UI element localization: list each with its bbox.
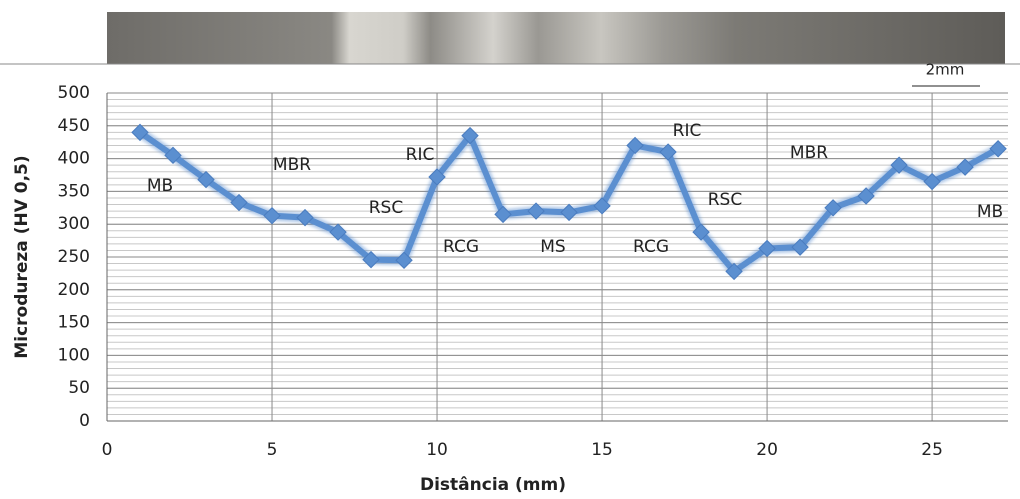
marker [362, 250, 380, 269]
y-tick-label: 200 [58, 280, 90, 300]
x-tick-label: 20 [756, 440, 778, 460]
x-axis-label: Distância (mm) [420, 475, 566, 495]
scale-bar-label: 2mm [926, 61, 965, 79]
marker [923, 172, 941, 191]
y-tick-label: 50 [68, 378, 90, 398]
y-tick-label: 350 [58, 181, 90, 201]
annotation: MB [977, 202, 1003, 222]
x-tick-label: 0 [102, 440, 113, 460]
marker [230, 193, 248, 212]
marker [560, 203, 578, 222]
marker [659, 143, 677, 161]
annotation: MBR [273, 155, 311, 175]
y-tick-label: 400 [58, 149, 90, 169]
y-tick-label: 500 [58, 83, 90, 103]
marker [725, 262, 743, 281]
marker [461, 126, 479, 145]
x-tick-label: 25 [921, 440, 943, 460]
y-tick-label: 450 [58, 116, 90, 136]
annotation: RCG [443, 237, 479, 257]
annotation: MS [540, 237, 565, 257]
marker [527, 202, 545, 220]
marker [428, 168, 446, 186]
y-tick-label: 250 [58, 247, 90, 267]
marker [824, 199, 842, 217]
marker [329, 223, 347, 241]
marker [164, 146, 182, 165]
x-tick-label: 5 [267, 440, 278, 460]
marker [956, 158, 974, 176]
marker [131, 123, 149, 142]
y-tick-label: 0 [79, 411, 90, 431]
marker [593, 197, 611, 215]
y-axis-label: Microdureza (HV 0,5) [12, 155, 32, 358]
x-tick-label: 15 [591, 440, 613, 460]
marker [494, 205, 512, 224]
annotation: RSC [369, 198, 403, 218]
y-tick-label: 150 [58, 313, 90, 333]
x-tick-label: 10 [426, 440, 448, 460]
annotation: RIC [673, 121, 702, 141]
marker [989, 140, 1007, 158]
weld-photo [107, 12, 1005, 64]
annotation: RSC [708, 190, 742, 210]
annotation: RCG [633, 237, 669, 257]
marker [395, 251, 413, 269]
marker [296, 208, 314, 227]
marker [263, 206, 281, 225]
marker [857, 187, 875, 205]
marker [626, 136, 644, 155]
marker [758, 239, 776, 258]
y-tick-label: 100 [58, 345, 90, 365]
marker [890, 156, 908, 174]
annotation: RIC [406, 145, 435, 165]
marker [197, 170, 215, 189]
annotation: MB [147, 176, 173, 196]
marker [692, 223, 710, 241]
annotation: MBR [790, 143, 828, 163]
marker [791, 238, 809, 256]
y-tick-label: 300 [58, 214, 90, 234]
